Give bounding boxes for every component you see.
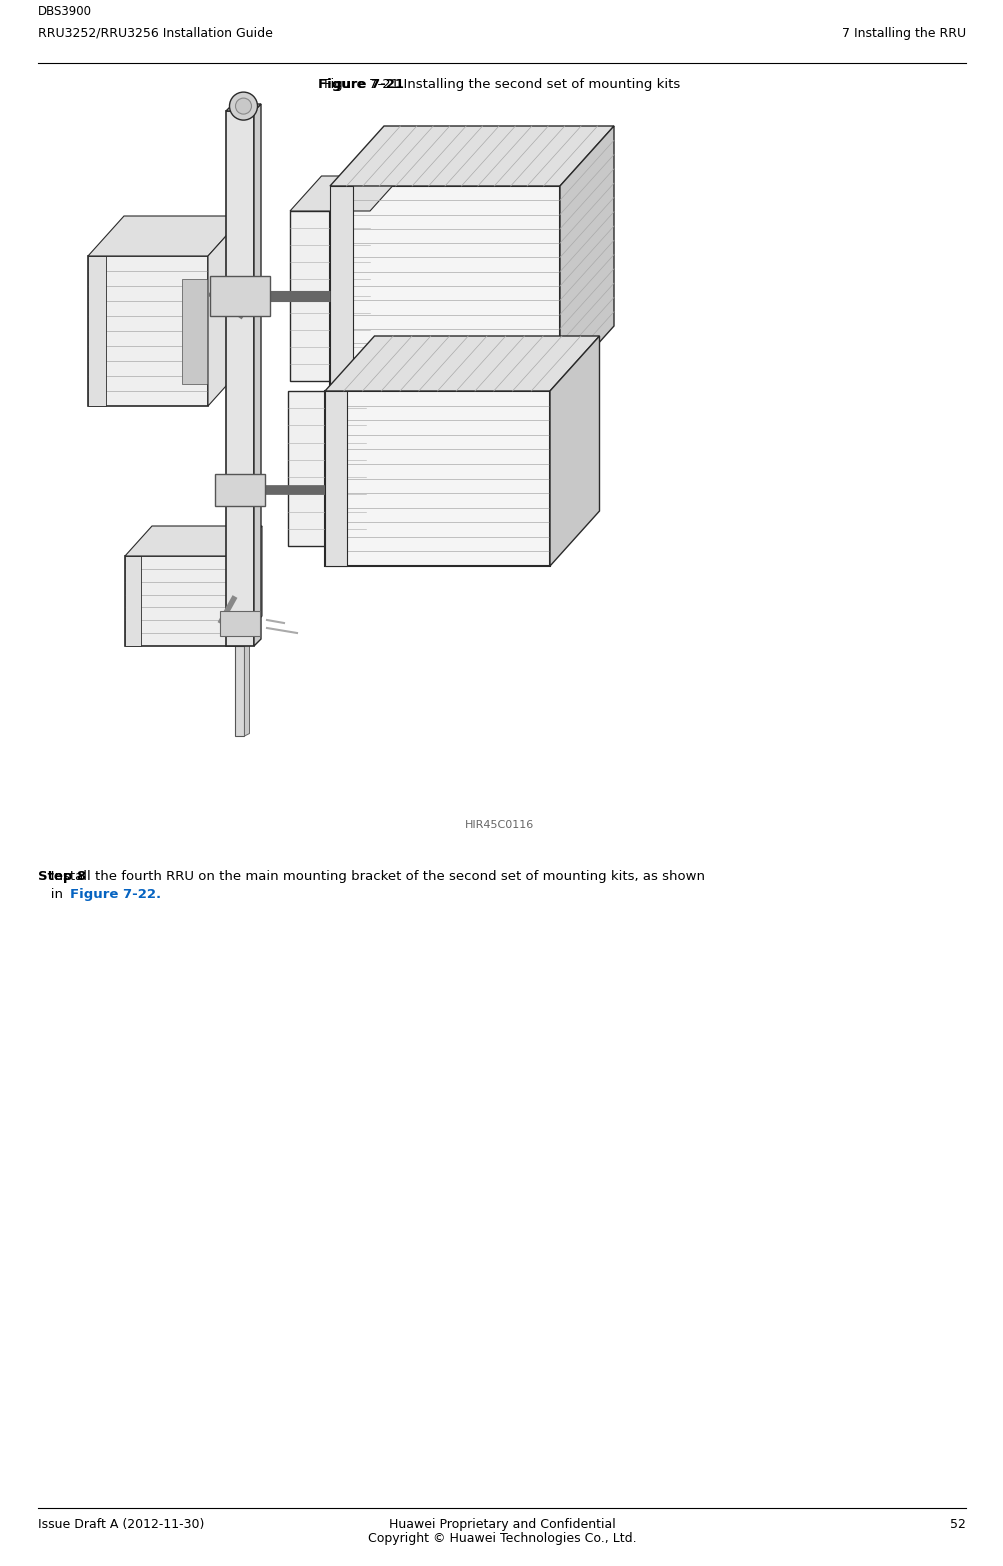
Bar bbox=[88, 255, 208, 406]
Polygon shape bbox=[330, 125, 614, 186]
Bar bbox=[290, 211, 370, 381]
Bar bbox=[88, 255, 106, 406]
Text: 7 Installing the RRU: 7 Installing the RRU bbox=[842, 27, 965, 41]
Text: Huawei Proprietary and Confidential: Huawei Proprietary and Confidential bbox=[388, 1517, 615, 1532]
Bar bbox=[125, 556, 235, 647]
Bar bbox=[226, 111, 254, 647]
Bar bbox=[215, 474, 265, 506]
Bar bbox=[220, 611, 260, 636]
Polygon shape bbox=[125, 526, 262, 556]
Text: Step 8: Step 8 bbox=[38, 871, 86, 883]
Text: 52: 52 bbox=[949, 1517, 965, 1532]
Text: Figure 7-22.: Figure 7-22. bbox=[70, 888, 161, 900]
Bar bbox=[236, 647, 245, 736]
Bar bbox=[125, 556, 141, 647]
Polygon shape bbox=[226, 103, 261, 111]
Text: DBS3900: DBS3900 bbox=[38, 5, 92, 17]
Text: Issue Draft A (2012-11-30): Issue Draft A (2012-11-30) bbox=[38, 1517, 205, 1532]
Polygon shape bbox=[325, 337, 599, 392]
Polygon shape bbox=[254, 103, 261, 647]
Polygon shape bbox=[208, 216, 244, 406]
Bar bbox=[288, 392, 366, 547]
Bar bbox=[210, 276, 270, 316]
Bar bbox=[325, 392, 347, 565]
Polygon shape bbox=[245, 644, 250, 736]
Text: RRU3252/RRU3256 Installation Guide: RRU3252/RRU3256 Installation Guide bbox=[38, 27, 273, 41]
Polygon shape bbox=[88, 216, 244, 255]
Text: Install the fourth RRU on the main mounting bracket of the second set of mountin: Install the fourth RRU on the main mount… bbox=[38, 871, 704, 883]
Bar bbox=[330, 186, 560, 385]
Circle shape bbox=[230, 92, 257, 121]
Text: Copyright © Huawei Technologies Co., Ltd.: Copyright © Huawei Technologies Co., Ltd… bbox=[367, 1532, 636, 1546]
Polygon shape bbox=[235, 526, 262, 647]
Text: HIR45C0116: HIR45C0116 bbox=[465, 821, 534, 830]
Text: in: in bbox=[38, 888, 67, 900]
Bar bbox=[182, 279, 208, 384]
Text: Figure 7-21: Figure 7-21 bbox=[318, 78, 404, 91]
Polygon shape bbox=[550, 337, 599, 565]
Bar bbox=[325, 392, 550, 565]
Text: Figure 7-21 Installing the second set of mounting kits: Figure 7-21 Installing the second set of… bbox=[324, 78, 679, 91]
Bar bbox=[330, 186, 353, 385]
Polygon shape bbox=[290, 175, 401, 211]
Polygon shape bbox=[560, 125, 614, 385]
Circle shape bbox=[236, 99, 251, 114]
